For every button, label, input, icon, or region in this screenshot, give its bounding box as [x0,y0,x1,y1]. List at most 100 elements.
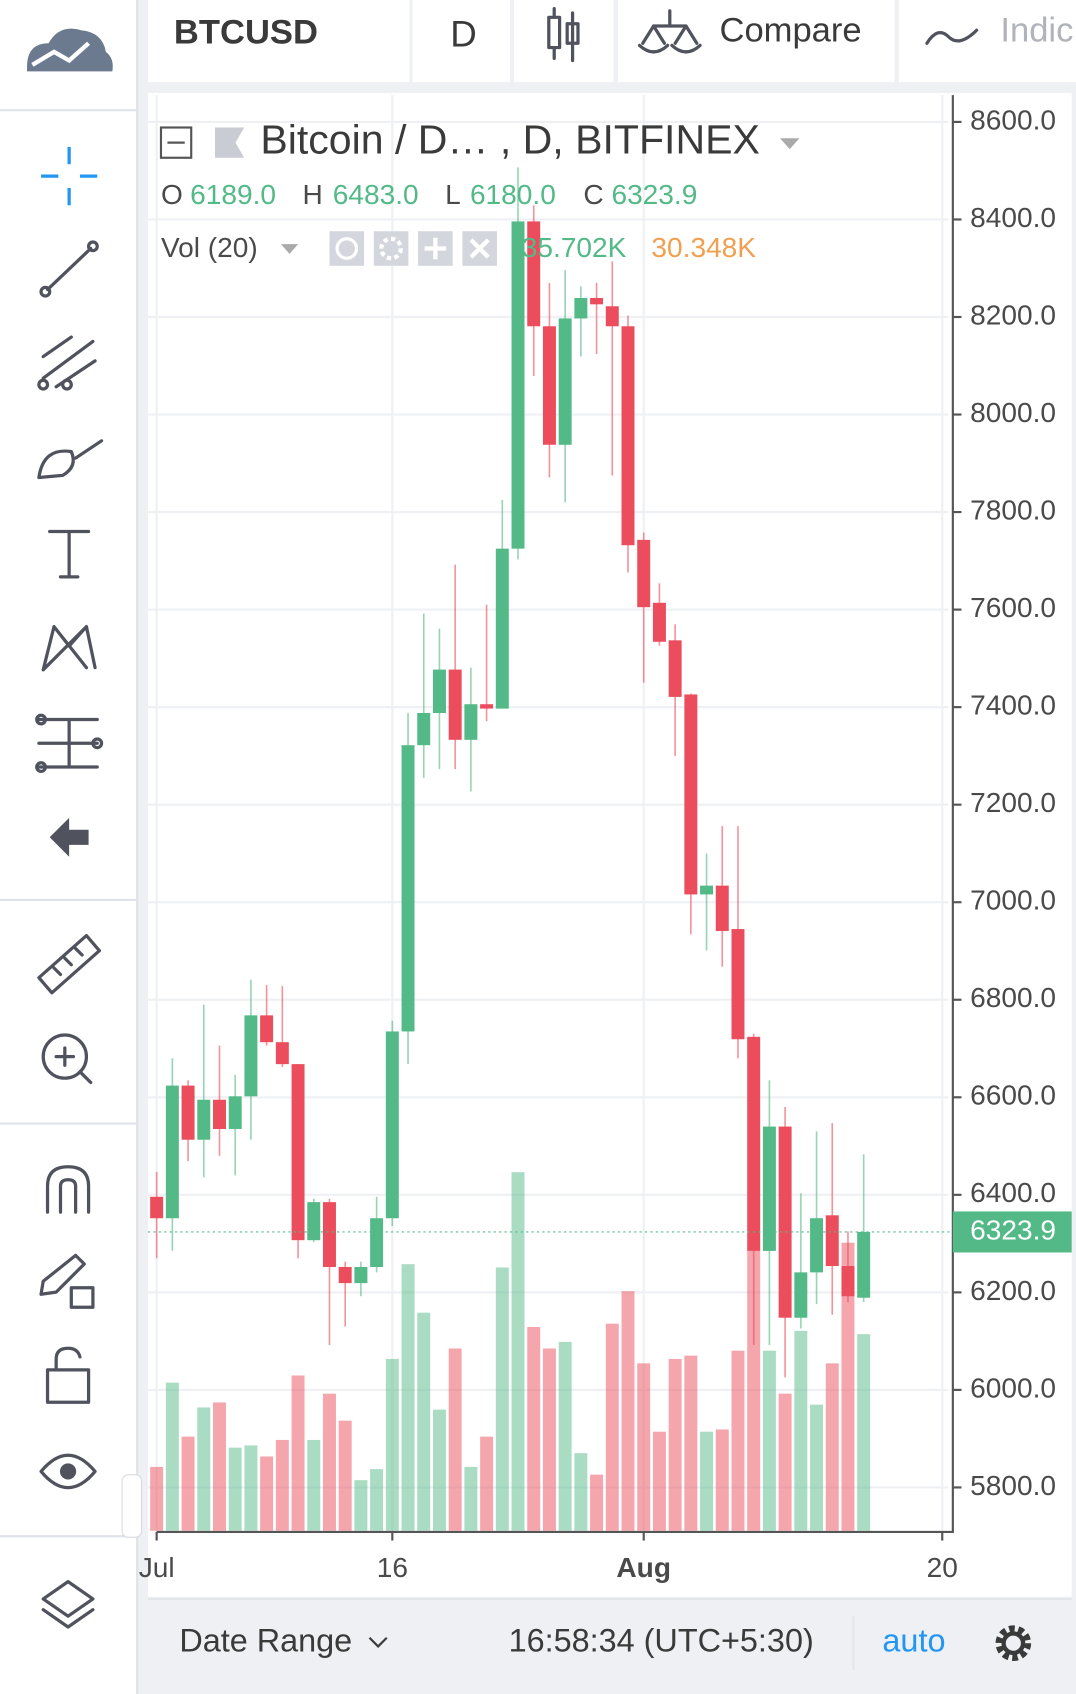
y-tick-label: 7400.0 [970,690,1056,721]
text-tool[interactable] [48,529,91,579]
zoom-tool[interactable] [41,1033,93,1085]
volume-bar [150,1466,164,1531]
interval-button[interactable] [412,0,510,83]
y-tick-label: 8400.0 [970,202,1056,233]
series-title[interactable]: Bitcoin / D… , D, BITFINEX [260,116,760,162]
visibility-tool[interactable] [39,1453,97,1490]
logo[interactable] [27,28,113,72]
compare-icon [637,9,702,54]
y-tick-label: 8000.0 [970,397,1056,428]
magnet-tool[interactable] [45,1165,91,1214]
y-tick-label: 8600.0 [970,104,1056,135]
candle-body [621,326,635,546]
pattern-tool[interactable] [41,624,97,672]
x-tick-label: Jul [139,1552,175,1583]
settings-button[interactable] [373,231,409,266]
ruler-tool[interactable] [37,933,102,995]
volume-title[interactable]: Vol (20) [161,232,258,263]
candle-body [527,221,541,327]
candle-body [511,221,525,549]
y-tick-label: 6800.0 [970,982,1056,1013]
volume-bar [605,1323,619,1531]
volume-bar [291,1375,305,1531]
indicators-label: Indic [1000,12,1073,50]
close-label: C [583,179,603,210]
volume-ma-value: 30.348K [651,232,756,263]
volume-bar [307,1439,321,1531]
candle-body [370,1218,384,1268]
x-tick-label: 16 [377,1552,408,1583]
last-price-label: 6323.9 [970,1214,1056,1245]
volume-bar [762,1350,776,1531]
candle-body [778,1126,792,1318]
candle-body [275,1042,289,1065]
high-label: H [302,179,322,210]
lock-drawing-tool[interactable] [39,1253,95,1309]
volume-bar [857,1334,871,1531]
symbol-button[interactable] [148,0,410,83]
volume-bar [794,1330,808,1531]
symbol: BTCUSD [174,14,318,52]
y-tick-label: 6000.0 [970,1372,1056,1403]
date-range-button[interactable]: Date Range [179,1623,352,1659]
volume-bar [260,1456,274,1531]
candle-body [684,694,698,895]
y-tick-label: 5800.0 [970,1470,1056,1501]
candle-body [213,1099,226,1129]
crosshair-tool[interactable] [41,146,98,206]
high-value: 6483.0 [333,179,419,210]
candle-body [150,1196,164,1219]
close-value: 6323.9 [611,179,697,210]
volume-bar [322,1393,336,1531]
compare-label: Compare [719,12,861,50]
prediction-tool[interactable] [35,713,104,773]
low-value: 6180.0 [470,179,556,210]
visibility-button[interactable] [329,231,365,266]
candle-body [464,704,478,740]
auto-scale-button[interactable]: auto [882,1623,945,1659]
candle-body [322,1202,336,1268]
candle-body [260,1015,274,1043]
candle-body [495,548,509,709]
y-tick-label: 6200.0 [970,1275,1056,1306]
settings-gear[interactable] [995,1625,1032,1662]
back-icon[interactable] [49,817,89,857]
y-tick-label: 7000.0 [970,885,1056,916]
volume-bar [480,1436,494,1531]
chart-type-button[interactable] [514,0,614,83]
candle-body [165,1085,179,1219]
volume-bar [621,1291,635,1531]
candle-body [731,929,745,1040]
volume-bar [495,1267,509,1531]
candle-body [385,1031,399,1219]
collapse-handle[interactable] [121,1474,143,1538]
volume-bar [590,1474,604,1531]
volume-bar [652,1431,666,1531]
volume-bar [244,1445,258,1531]
volume-bar [511,1172,525,1531]
low-label: L [445,179,461,210]
candle-body [354,1267,368,1284]
lock-tool[interactable] [45,1346,91,1404]
volume-bar [778,1393,792,1531]
candle-body [825,1215,839,1267]
open-value: 6189.0 [190,179,276,210]
candle-body [668,640,682,697]
volume-bar [197,1407,211,1531]
volume-bar [747,1250,761,1531]
brush-tool[interactable] [37,439,104,480]
open-label: O [161,179,183,210]
fib-tool[interactable] [37,335,97,391]
volume-bar [165,1382,179,1531]
plot-area[interactable]: 5800.0 6000.0 6200.0 6400.0 6600.0 6800.0 7000… [139,95,1072,1583]
volume-bar [637,1363,651,1531]
candle-body [747,1036,761,1251]
trend-line-tool[interactable] [39,240,99,298]
layers-tool[interactable] [41,1579,95,1629]
volume-bar [731,1350,745,1531]
legend: Bitcoin / D… , D, BITFINEX O 6189.0 H 64… [159,116,800,266]
candle-body [480,704,494,709]
candle-body [841,1266,855,1297]
top-bar: BTCUSD D Compare Indic [148,0,1076,83]
